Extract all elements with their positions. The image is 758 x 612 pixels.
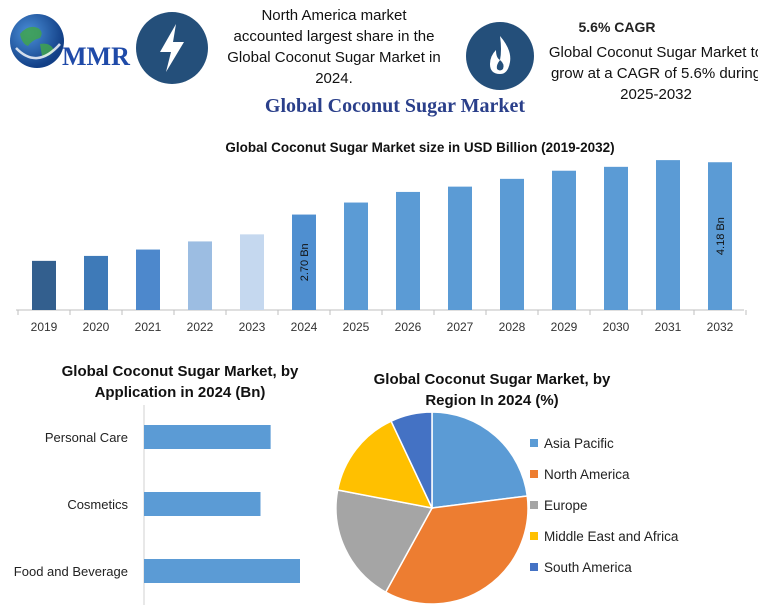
info-right-line: grow at a CAGR of 5.6% during [550,65,758,82]
hbar [144,559,300,583]
bar-chart-title: Global Coconut Sugar Market size in USD … [225,140,615,155]
bar [84,255,108,310]
region-title-line: Region In 2024 (%) [425,392,559,409]
bar [32,260,56,310]
flame-icon [466,22,534,90]
info-left-line: accounted largest share in the [233,28,435,45]
bar [396,191,420,310]
x-tick-label: 2025 [343,320,370,334]
pie-slice [431,411,529,509]
legend-swatch [530,439,538,447]
bar [292,214,316,310]
bar [136,249,160,310]
x-tick-label: 2023 [239,320,266,334]
application-chart-title: Global Coconut Sugar Market, by Applicat… [40,361,320,403]
x-tick-label: 2022 [187,320,214,334]
logo-globe-icon [10,14,64,68]
bar [188,241,212,310]
info-left-line: 2024. [315,70,353,87]
legend-label: Asia Pacific [544,435,614,451]
application-bar-chart: Personal Care Cosmetics Food and Beverage [14,405,300,605]
legend-label: North America [544,466,630,482]
region-title-line: Global Coconut Sugar Market, by [373,371,611,388]
x-tick-label: 2021 [135,320,162,334]
x-tick-label: 2026 [395,320,422,334]
pie-slice [384,495,529,605]
info-left-line: Global Coconut Sugar Market in [227,49,441,66]
x-tick-label: 2020 [83,320,110,334]
region-legend: Asia Pacific North America Europe Middle Ea… [530,434,678,589]
info-right-text: Global Coconut Sugar Market to grow at a… [536,42,758,105]
legend-label: Europe [544,497,588,513]
legend-item: Europe [530,496,678,514]
hbar-category-label: Food and Beverage [14,564,128,579]
hbar [144,425,271,449]
legend-label: Middle East and Africa [544,528,679,544]
bar-chart: 2019 2020 2021 2022 2023 2024 2.70 Bn 2025 2026 2… [16,160,747,334]
bar [344,202,368,310]
pie-slice [390,411,433,509]
region-pie-chart [335,411,529,605]
bar [656,160,680,310]
x-tick-label: 2030 [603,320,630,334]
bar [448,186,472,310]
legend-swatch [530,532,538,540]
x-tick-label: 2031 [655,320,682,334]
application-title-line: Application in 2024 (Bn) [94,384,266,401]
logo-text: MMR [62,42,130,71]
legend-item: Middle East and Africa [530,527,678,545]
pie-slice [336,420,434,510]
legend-item: South America [530,558,678,576]
hbar-category-label: Cosmetics [67,497,128,512]
cagr-heading: 5.6% CAGR [578,19,656,35]
lightning-bolt-icon [136,12,208,84]
bar [708,162,732,310]
bar-data-label: 2.70 Bn [299,243,311,281]
legend-swatch [530,563,538,571]
legend-label: South America [544,559,632,575]
bar-data-label: 4.18 Bn [715,217,727,255]
info-right-line: 2025-2032 [620,86,692,103]
x-tick-label: 2032 [707,320,734,334]
legend-item: North America [530,465,678,483]
info-left-text: North America market accounted largest s… [216,5,452,89]
x-tick-label: 2027 [447,320,474,334]
bar [552,170,576,310]
region-chart-title: Global Coconut Sugar Market, by Region I… [352,369,632,411]
bar [604,166,628,310]
main-title: Global Coconut Sugar Market [264,95,526,117]
x-tick-label: 2029 [551,320,578,334]
hbar [144,492,261,516]
application-title-line: Global Coconut Sugar Market, by [61,363,299,380]
legend-item: Asia Pacific [530,434,678,452]
hbar-category-label: Personal Care [45,430,128,445]
info-right-line: Global Coconut Sugar Market to [548,44,758,61]
info-left-line: North America market [261,7,407,24]
bar [500,178,524,310]
pie-slice [335,489,434,594]
x-tick-label: 2024 [291,320,318,334]
x-tick-label: 2028 [499,320,526,334]
bar [240,234,264,310]
x-tick-label: 2019 [31,320,58,334]
legend-swatch [530,470,538,478]
legend-swatch [530,501,538,509]
